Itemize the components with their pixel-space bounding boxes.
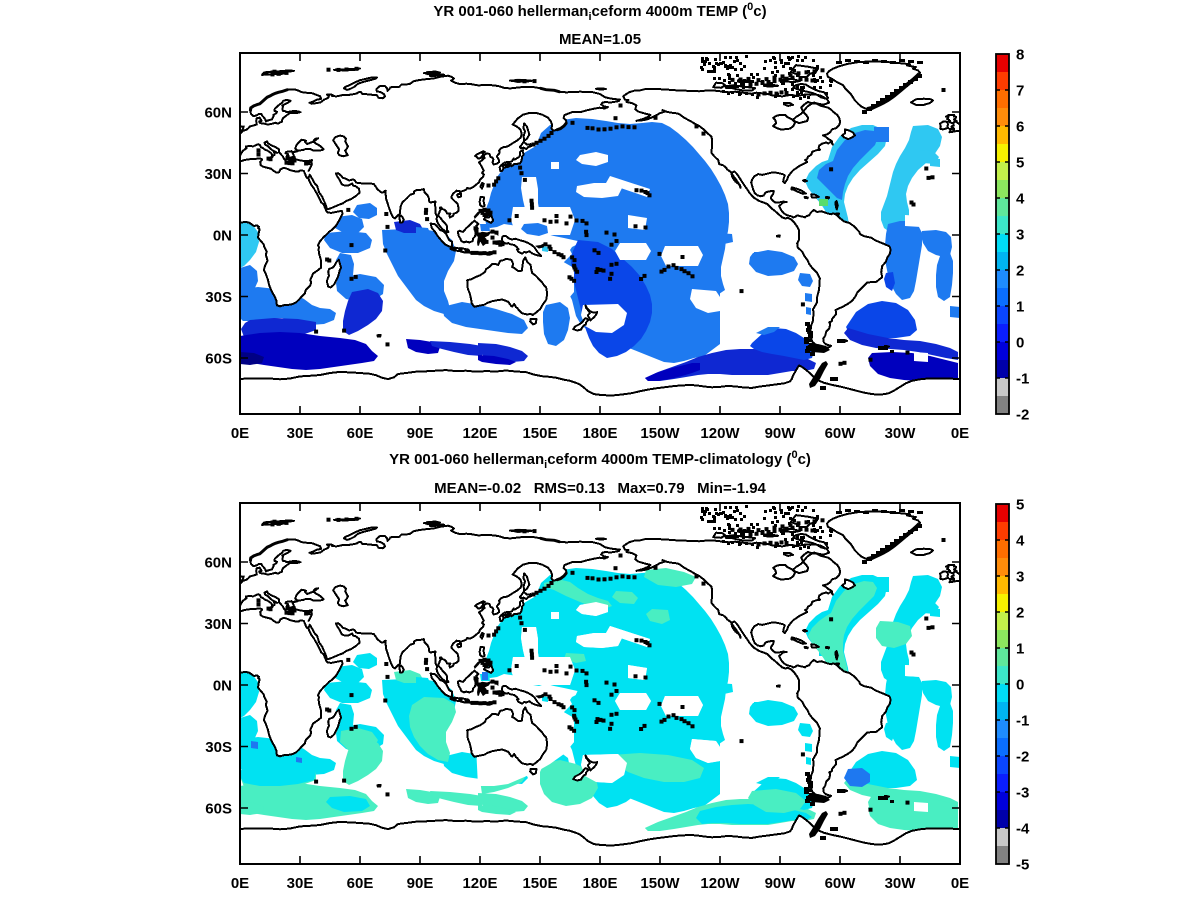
svg-text:60S: 60S <box>205 351 232 368</box>
svg-text:30E: 30E <box>287 425 314 442</box>
svg-text:180E: 180E <box>582 875 617 892</box>
svg-text:30N: 30N <box>204 616 232 633</box>
svg-text:0: 0 <box>1016 677 1024 694</box>
svg-text:YR 001-060 hellermaniceform 40: YR 001-060 hellermaniceform 4000m TEMP (… <box>433 1 766 23</box>
svg-text:90W: 90W <box>765 875 797 892</box>
svg-text:MEAN=1.05: MEAN=1.05 <box>559 31 641 48</box>
svg-text:0: 0 <box>1016 335 1024 352</box>
svg-text:120W: 120W <box>700 425 740 442</box>
svg-text:4: 4 <box>1016 533 1025 550</box>
svg-text:-1: -1 <box>1016 713 1029 730</box>
svg-text:8: 8 <box>1016 47 1024 64</box>
svg-text:150E: 150E <box>522 425 557 442</box>
svg-text:-5: -5 <box>1016 857 1029 874</box>
svg-text:60W: 60W <box>825 875 857 892</box>
svg-text:5: 5 <box>1016 497 1024 514</box>
svg-text:-4: -4 <box>1016 821 1030 838</box>
svg-text:5: 5 <box>1016 155 1024 172</box>
svg-text:1: 1 <box>1016 641 1024 658</box>
svg-text:60E: 60E <box>347 425 374 442</box>
svg-text:150W: 150W <box>640 425 680 442</box>
svg-text:0N: 0N <box>213 678 232 695</box>
svg-text:150E: 150E <box>522 875 557 892</box>
svg-text:-1: -1 <box>1016 371 1029 388</box>
svg-text:0E: 0E <box>951 425 969 442</box>
svg-text:2: 2 <box>1016 605 1024 622</box>
svg-text:30E: 30E <box>287 875 314 892</box>
svg-text:1: 1 <box>1016 299 1024 316</box>
svg-text:0E: 0E <box>951 875 969 892</box>
svg-text:0E: 0E <box>231 875 249 892</box>
svg-text:150W: 150W <box>640 875 680 892</box>
svg-text:30S: 30S <box>205 739 232 756</box>
svg-text:4: 4 <box>1016 191 1025 208</box>
svg-text:120E: 120E <box>462 425 497 442</box>
svg-text:30S: 30S <box>205 289 232 306</box>
svg-text:90E: 90E <box>407 425 434 442</box>
svg-text:6: 6 <box>1016 119 1024 136</box>
svg-text:2: 2 <box>1016 263 1024 280</box>
svg-text:90E: 90E <box>407 875 434 892</box>
svg-text:30W: 30W <box>885 875 917 892</box>
svg-text:3: 3 <box>1016 569 1024 586</box>
svg-text:0E: 0E <box>231 425 249 442</box>
svg-text:MEAN=-0.02 RMS=0.13 Max=0.: MEAN=-0.02 RMS=0.13 Max=0.79 Min=-1.94 <box>434 480 766 497</box>
svg-text:YR 001-060 hellermaniceform 40: YR 001-060 hellermaniceform 4000m TEMP-c… <box>389 449 811 471</box>
svg-text:0N: 0N <box>213 228 232 245</box>
svg-text:120W: 120W <box>700 875 740 892</box>
svg-text:60W: 60W <box>825 425 857 442</box>
svg-text:90W: 90W <box>765 425 797 442</box>
svg-text:30W: 30W <box>885 425 917 442</box>
svg-text:60E: 60E <box>347 875 374 892</box>
svg-text:60S: 60S <box>205 801 232 818</box>
svg-text:120E: 120E <box>462 875 497 892</box>
svg-text:-3: -3 <box>1016 785 1029 802</box>
svg-text:30N: 30N <box>204 166 232 183</box>
svg-text:-2: -2 <box>1016 749 1029 766</box>
svg-text:60N: 60N <box>204 555 232 572</box>
svg-text:7: 7 <box>1016 83 1024 100</box>
svg-text:180E: 180E <box>582 425 617 442</box>
svg-text:3: 3 <box>1016 227 1024 244</box>
svg-text:-2: -2 <box>1016 407 1029 424</box>
svg-text:60N: 60N <box>204 105 232 122</box>
